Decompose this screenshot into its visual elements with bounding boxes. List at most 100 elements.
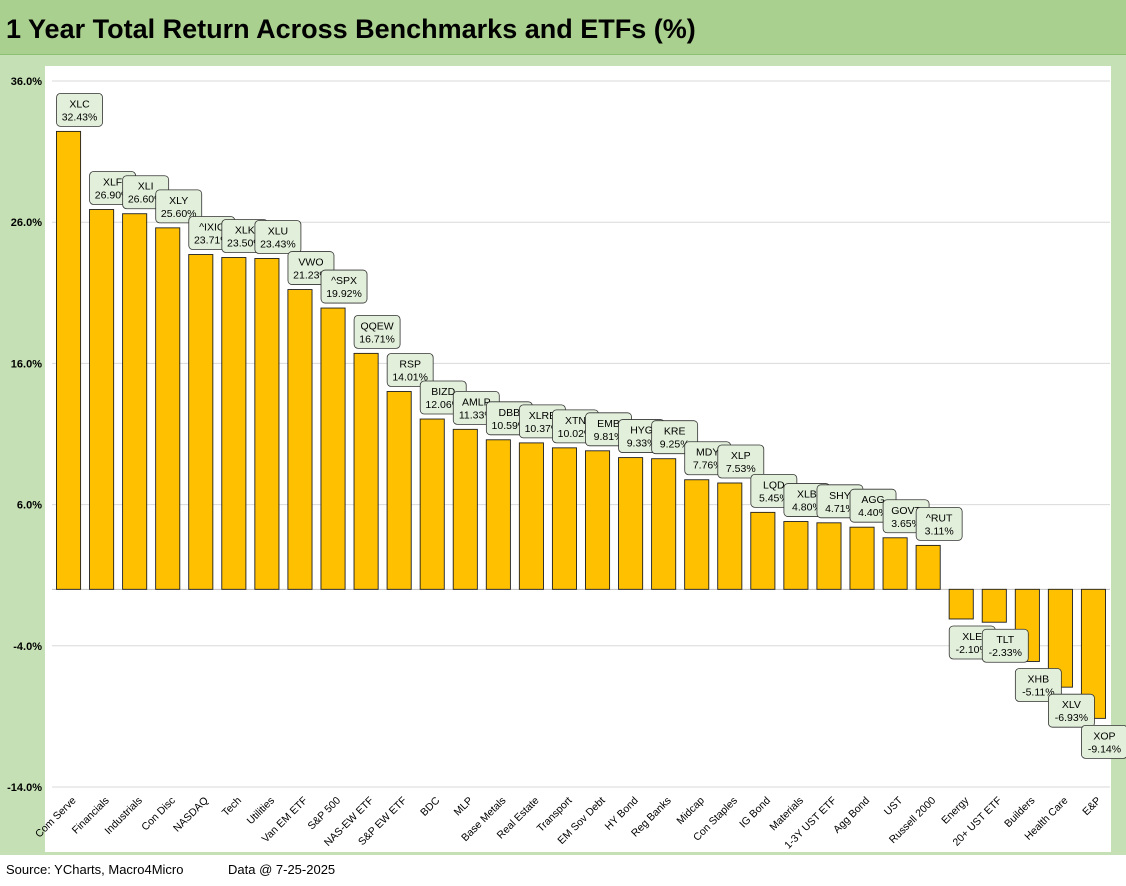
bar-ixic: [188, 254, 214, 590]
bar-xlc: [56, 130, 82, 590]
data-label-ticker: LQD: [763, 479, 785, 491]
data-label-value: 21.23%: [293, 270, 329, 282]
bar-xlf: [89, 209, 115, 590]
bar-vwo: [287, 289, 313, 590]
data-label-ticker: EMB: [597, 418, 620, 430]
bar-xli: [122, 213, 148, 590]
x-tick-label: BDC: [418, 794, 442, 818]
data-label-ticker: HYG: [630, 425, 653, 437]
data-label-ticker: XLC: [69, 98, 90, 110]
data-label-ticker: QQEW: [360, 320, 393, 332]
bar-xle: [948, 588, 974, 620]
bar-govt: [882, 537, 908, 590]
x-tick-label: Energy: [939, 794, 972, 827]
x-tick-label: Agg Bond: [831, 795, 872, 836]
bar-mdy: [684, 479, 710, 590]
x-tick-label: UST: [882, 794, 906, 818]
x-tick-label: Utilities: [245, 795, 277, 827]
footer: [0, 855, 1126, 886]
y-tick-label: 6.0%: [17, 500, 42, 512]
data-label-ticker: GOVT: [891, 505, 921, 517]
title-bar: [0, 0, 1126, 55]
data-label-ticker: XLI: [138, 181, 154, 193]
data-date: Data @ 7-25-2025: [228, 862, 336, 877]
data-label-value: 4.71%: [825, 503, 855, 515]
data-label-value: 4.40%: [858, 507, 888, 519]
data-label-value: -5.11%: [1022, 686, 1055, 698]
data-label-value: 4.80%: [792, 502, 822, 514]
bar-xlu: [254, 258, 280, 590]
data-label-box: [1014, 668, 1062, 702]
bar-dbb: [485, 439, 511, 590]
bar-emb: [585, 450, 611, 590]
data-label-box: [1048, 693, 1095, 728]
data-label-value: 3.65%: [891, 518, 921, 530]
data-label-ticker: VWO: [298, 257, 323, 269]
data-label-ticker: ^SPX: [331, 275, 357, 287]
data-label-value: 32.43%: [62, 111, 98, 123]
y-tick-label: 26.0%: [11, 217, 42, 229]
data-label-ticker: AGG: [861, 494, 884, 506]
data-label-value: 23.43%: [260, 238, 296, 250]
data-label-value: 14.01%: [392, 371, 428, 383]
data-label-value: 7.53%: [726, 463, 756, 475]
data-label-box: [320, 269, 368, 304]
data-label-ticker: XLF: [103, 176, 122, 188]
data-label-ticker: AMLP: [462, 396, 491, 408]
bar-xly: [155, 227, 181, 590]
data-label-box: [717, 444, 765, 479]
chart-title: 1 Year Total Return Across Benchmarks an…: [6, 14, 696, 44]
data-label-value: 26.90%: [95, 189, 131, 201]
data-label-ticker: XLK: [235, 225, 255, 237]
data-label-ticker: SHY: [829, 490, 851, 502]
data-label-value: 9.81%: [594, 431, 624, 443]
bar-agg: [849, 526, 875, 590]
data-label-box: [353, 314, 401, 349]
data-label-ticker: XOP: [1093, 730, 1115, 742]
data-label-ticker: ^IXIC: [199, 222, 225, 234]
data-label-ticker: MDY: [696, 447, 719, 459]
data-label-ticker: XLRE: [529, 410, 556, 422]
data-label-value: 7.76%: [693, 460, 723, 472]
data-label-value: 16.71%: [359, 333, 395, 345]
data-label-box: [254, 220, 302, 254]
bar-rsp: [386, 391, 412, 590]
data-label-value: 3.11%: [925, 525, 954, 537]
bar-xlp: [717, 482, 743, 590]
y-tick-label: -4.0%: [13, 641, 42, 653]
data-label-ticker: XLB: [797, 489, 817, 501]
y-tick-label: -14.0%: [7, 782, 42, 794]
bar-hyg: [618, 457, 644, 590]
data-label-value: 10.02%: [558, 428, 594, 440]
bar-xlre: [518, 442, 544, 590]
data-label-value: 23.50%: [227, 238, 263, 250]
data-label-value: 19.92%: [326, 288, 362, 300]
data-label-ticker: XLE: [962, 631, 982, 643]
data-label-ticker: DBB: [499, 407, 521, 419]
x-tick-label: Midcap: [674, 795, 707, 828]
data-label-box: [915, 507, 963, 541]
data-label-ticker: XLY: [169, 195, 188, 207]
data-label-box: [386, 353, 434, 387]
data-label-box: [155, 189, 203, 224]
x-tick-label: Tech: [220, 795, 244, 819]
data-label-ticker: KRE: [664, 426, 686, 438]
bar-bizd: [419, 418, 445, 590]
data-label-ticker: XLU: [268, 225, 288, 237]
data-label-value: -6.93%: [1055, 712, 1088, 724]
bar-qqew: [353, 352, 379, 590]
bar-spx: [320, 307, 346, 590]
source-note: Source: YCharts, Macro4Micro: [6, 862, 184, 877]
data-label-value: 25.60%: [161, 208, 197, 220]
bar-tlt: [981, 588, 1007, 623]
data-label-box: [981, 628, 1029, 663]
x-tick-label: Com Serve: [33, 795, 79, 841]
data-label-value: 11.33%: [459, 409, 494, 421]
y-tick-label: 16.0%: [11, 358, 42, 370]
data-label-ticker: TLT: [996, 634, 1014, 646]
data-label-value: -2.10%: [956, 644, 989, 656]
bar-shy: [816, 522, 842, 590]
data-label-ticker: XLV: [1062, 699, 1081, 711]
data-label-box: [56, 93, 103, 127]
